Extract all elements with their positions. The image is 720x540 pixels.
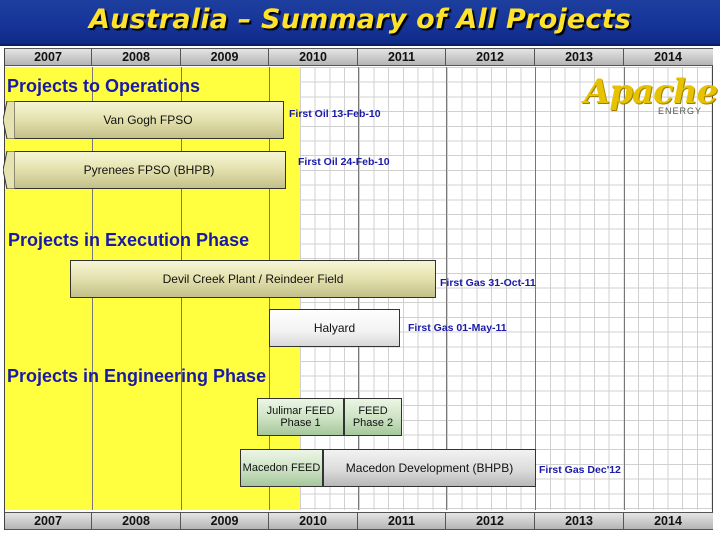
year-label: 2013 <box>535 513 624 529</box>
milestone-devil-creek: First Gas 31-Oct-11 <box>440 277 536 289</box>
gantt-bar-julimar-feed-phase2[interactable]: FEED Phase 2 <box>344 398 402 436</box>
gantt-bar-label: Devil Creek Plant / Reindeer Field <box>162 272 344 286</box>
section-heading-engineering: Projects in Engineering Phase <box>7 366 267 386</box>
gantt-bar-macedon-feed[interactable]: Macedon FEED <box>240 449 323 487</box>
gantt-bar-label: Julimar FEED Phase 1 <box>266 405 335 429</box>
year-gridline <box>624 67 625 510</box>
apache-energy-logo: Apache ENERGY <box>584 72 718 124</box>
year-label: 2008 <box>92 513 181 529</box>
year-label: 2014 <box>654 514 682 528</box>
gantt-bar-julimar-feed-phase1[interactable]: Julimar FEED Phase 1 <box>257 398 344 436</box>
continuation-arrow-icon <box>3 101 15 139</box>
slide-title: Australia – Summary of All Projects <box>88 4 631 35</box>
gantt-bar-van-gogh[interactable]: Van Gogh FPSO <box>12 101 284 139</box>
year-label: 2011 <box>358 513 446 529</box>
year-label: 2008 <box>92 49 181 65</box>
year-label: 2013 <box>535 49 624 65</box>
logo-wordmark: Apache <box>584 72 718 112</box>
year-label: 2007 <box>5 49 92 65</box>
milestone-macedon: First Gas Dec'12 <box>539 464 621 476</box>
gantt-bar-devil-creek[interactable]: Devil Creek Plant / Reindeer Field <box>70 260 436 298</box>
gantt-bar-label: Macedon FEED <box>242 462 321 474</box>
title-band <box>0 0 720 46</box>
milestone-halyard: First Gas 01-May-11 <box>408 322 507 334</box>
year-header-bottom: 2007 2008 2009 2010 2011 2012 2013 2014 <box>5 512 713 530</box>
year-label: 2010 <box>269 513 358 529</box>
year-header-top: 2007 2008 2009 2010 2011 2012 2013 2014 <box>5 48 713 66</box>
gantt-bar-label: Halyard <box>313 321 356 335</box>
year-gridline <box>535 67 536 510</box>
year-label: 2012 <box>446 49 535 65</box>
continuation-arrow-icon <box>3 151 15 189</box>
year-gridline <box>446 67 447 510</box>
year-label: 2012 <box>446 513 535 529</box>
year-label: 2009 <box>181 513 269 529</box>
section-heading-operations: Projects to Operations <box>7 76 201 96</box>
milestone-pyrenees: First Oil 24-Feb-10 <box>298 156 390 168</box>
gantt-bar-label: Van Gogh FPSO <box>103 113 193 127</box>
section-heading-execution: Projects in Execution Phase <box>8 230 250 250</box>
gantt-bar-label: Macedon Development (BHPB) <box>345 461 514 475</box>
year-label: 2009 <box>181 49 269 65</box>
gantt-bar-label: FEED Phase 2 <box>352 405 394 429</box>
year-label: 2010 <box>269 49 358 65</box>
logo-subtext: ENERGY <box>657 106 702 116</box>
gantt-bar-pyrenees[interactable]: Pyrenees FPSO (BHPB) <box>12 151 286 189</box>
gantt-bar-halyard[interactable]: Halyard <box>269 309 400 347</box>
gantt-bar-label: Pyrenees FPSO (BHPB) <box>83 163 215 177</box>
milestone-van-gogh: First Oil 13-Feb-10 <box>289 108 381 120</box>
year-label: 2007 <box>5 513 92 529</box>
gantt-bar-macedon-development[interactable]: Macedon Development (BHPB) <box>323 449 536 487</box>
year-label: 2014 <box>654 50 682 64</box>
year-label: 2011 <box>358 49 446 65</box>
